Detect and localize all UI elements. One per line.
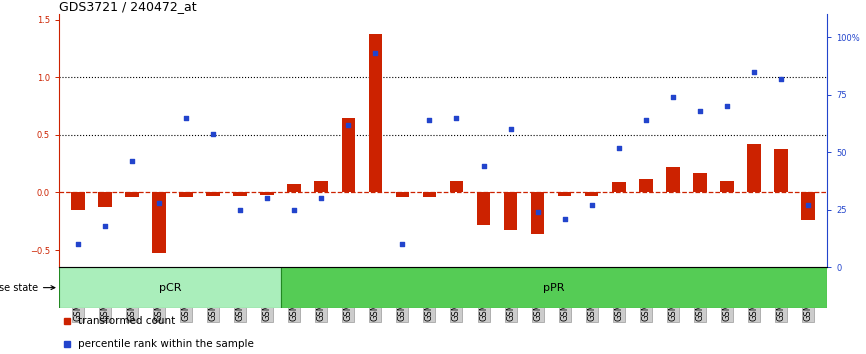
Bar — [233, 193, 247, 196]
Point — [720, 103, 734, 109]
Bar — [423, 193, 436, 197]
Bar — [179, 193, 193, 197]
Point — [341, 122, 355, 127]
Point — [531, 209, 545, 215]
Bar — [449, 181, 463, 193]
Point — [396, 241, 410, 247]
Text: pPR: pPR — [543, 282, 565, 293]
Point — [747, 69, 761, 75]
Bar — [261, 193, 274, 195]
Bar — [477, 193, 490, 225]
Point — [612, 145, 626, 150]
Bar — [666, 167, 680, 193]
Bar — [531, 193, 545, 234]
Bar — [288, 184, 301, 193]
Bar — [801, 193, 815, 220]
Point — [774, 76, 788, 81]
Bar — [558, 193, 572, 196]
Text: GDS3721 / 240472_at: GDS3721 / 240472_at — [59, 0, 197, 13]
Point — [639, 117, 653, 123]
Bar — [693, 173, 707, 193]
Point — [206, 131, 220, 137]
Bar — [126, 193, 139, 197]
Bar — [612, 182, 625, 193]
Point — [288, 207, 301, 212]
Bar — [747, 144, 760, 193]
Point — [423, 117, 436, 123]
Text: transformed count: transformed count — [78, 316, 175, 326]
Point — [152, 200, 166, 206]
Point — [260, 195, 274, 201]
Bar — [396, 193, 409, 197]
Bar — [721, 181, 734, 193]
Bar — [369, 34, 382, 193]
Bar — [152, 193, 165, 253]
Point — [98, 223, 112, 229]
Bar — [206, 193, 220, 196]
Bar — [341, 118, 355, 193]
Point — [233, 207, 247, 212]
Bar — [639, 179, 653, 193]
Point — [179, 115, 193, 120]
Bar — [504, 193, 517, 230]
Point — [71, 241, 85, 247]
Bar — [585, 193, 598, 196]
FancyBboxPatch shape — [59, 267, 281, 308]
Point — [693, 108, 707, 114]
Point — [449, 115, 463, 120]
Point — [476, 163, 490, 169]
Text: disease state: disease state — [0, 282, 55, 293]
Text: pCR: pCR — [158, 282, 181, 293]
Point — [125, 159, 139, 164]
FancyBboxPatch shape — [281, 267, 827, 308]
Point — [558, 216, 572, 222]
Point — [666, 94, 680, 100]
Point — [585, 202, 598, 208]
Point — [801, 202, 815, 208]
Text: percentile rank within the sample: percentile rank within the sample — [78, 339, 254, 349]
Bar — [98, 193, 112, 207]
Point — [368, 51, 382, 56]
Point — [314, 195, 328, 201]
Bar — [774, 149, 788, 193]
Bar — [314, 181, 328, 193]
Bar — [71, 193, 85, 210]
Point — [504, 126, 518, 132]
